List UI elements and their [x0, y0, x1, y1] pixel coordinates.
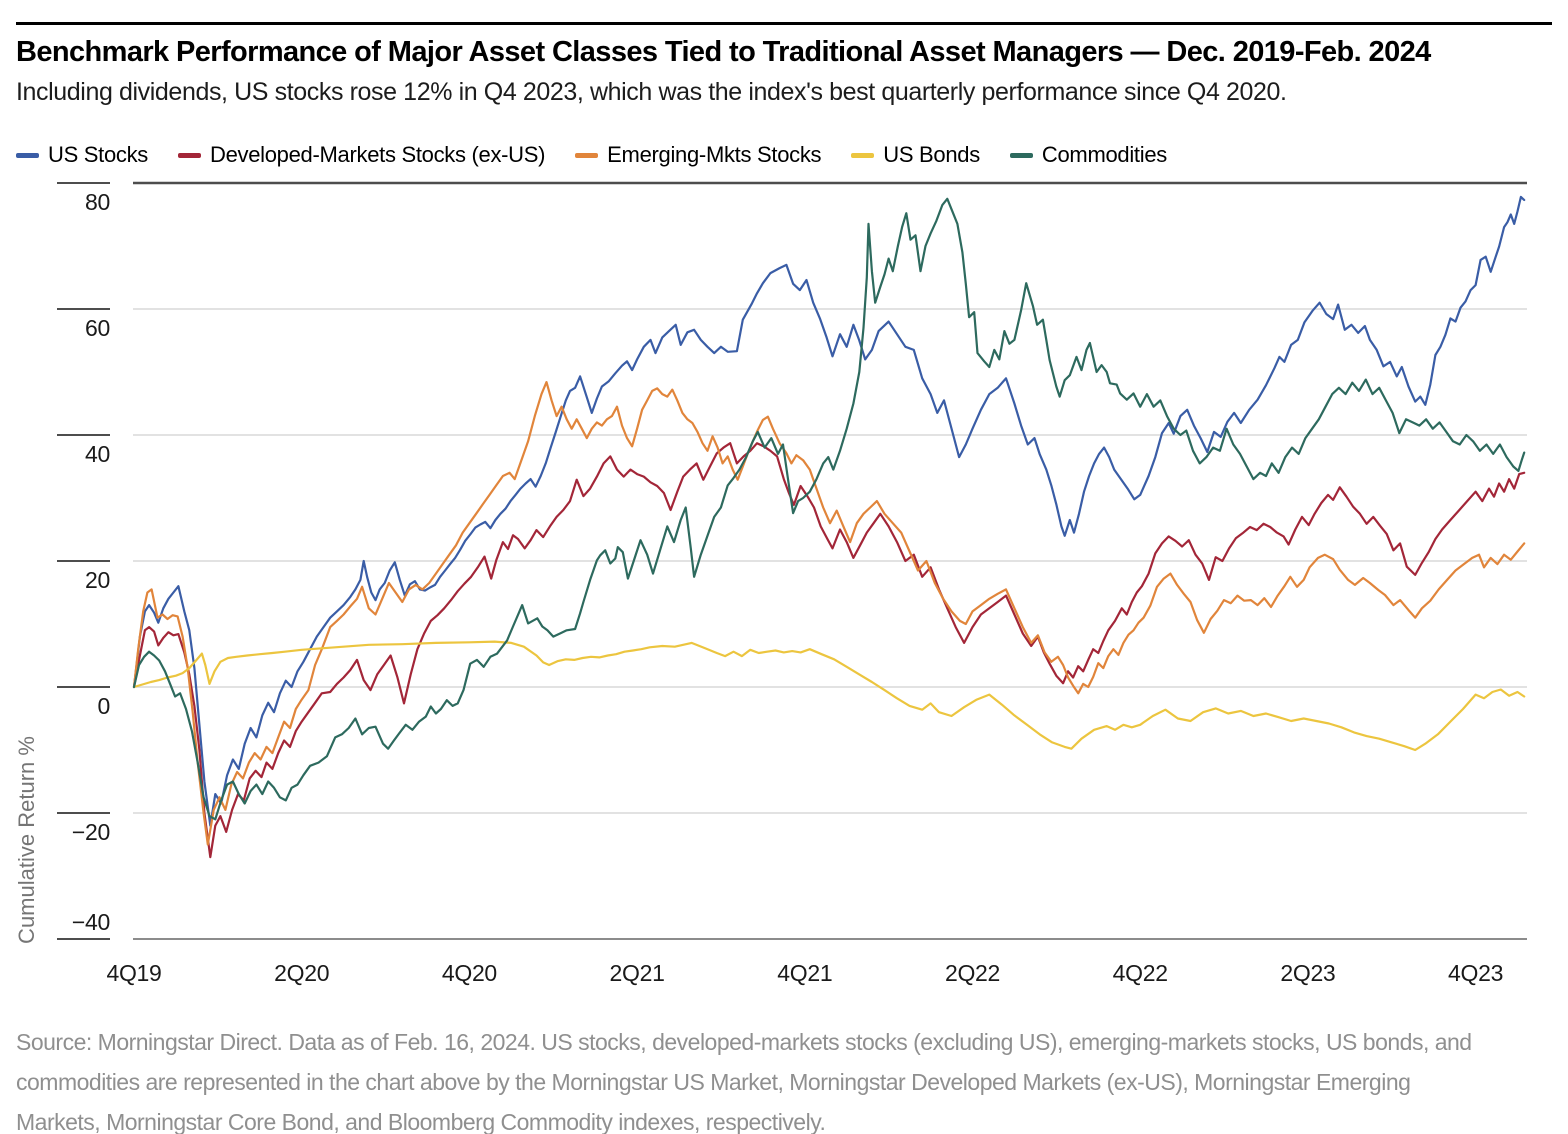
legend-item-commodities: Commodities: [1009, 142, 1167, 168]
x-axis-label: 2Q21: [610, 960, 665, 986]
y-axis-title: Cumulative Return %: [14, 736, 39, 944]
y-axis-label: 0: [98, 693, 111, 719]
x-axis-label: 4Q23: [1448, 960, 1503, 986]
developed-markets-swatch-icon: [178, 152, 201, 158]
page-subtitle: Including dividends, US stocks rose 12% …: [16, 78, 1287, 106]
x-axis-label: 4Q22: [1113, 960, 1168, 986]
chart-legend: US Stocks Developed-Markets Stocks (ex-U…: [16, 142, 1167, 168]
legend-item-us-stocks: US Stocks: [16, 142, 148, 168]
us-bonds-swatch-icon: [851, 152, 875, 158]
emerging-markets-swatch-icon: [575, 152, 599, 158]
top-rule: [16, 22, 1552, 25]
legend-label: US Bonds: [883, 142, 980, 167]
legend-label: US Stocks: [48, 142, 148, 167]
page-title: Benchmark Performance of Major Asset Cla…: [16, 36, 1431, 68]
source-line: Source: Morningstar Direct. Data as of F…: [16, 1029, 1472, 1055]
x-axis-label: 2Q22: [945, 960, 1000, 986]
source-note: Source: Morningstar Direct. Data as of F…: [16, 1022, 1472, 1134]
y-axis-label: 80: [85, 189, 110, 215]
legend-item-emerging-markets: Emerging-Mkts Stocks: [575, 142, 822, 168]
series-commodities: [132, 197, 1526, 821]
series-emerging-mkts-stocks: [132, 381, 1526, 846]
y-axis-label: 20: [85, 567, 110, 593]
legend-item-us-bonds: US Bonds: [851, 142, 980, 168]
x-axis-label: 4Q20: [442, 960, 497, 986]
source-line: commodities are represented in the chart…: [16, 1069, 1411, 1095]
source-line: Markets, Morningstar Core Bond, and Bloo…: [16, 1109, 826, 1134]
series-developed-markets-stocks-ex-us-: [132, 442, 1526, 859]
legend-item-developed-markets: Developed-Markets Stocks (ex-US): [178, 142, 545, 168]
y-axis-label: 40: [85, 441, 110, 467]
y-axis-label: 60: [85, 315, 110, 341]
x-axis-label: 2Q23: [1280, 960, 1335, 986]
series-us-stocks: [132, 195, 1526, 827]
x-axis-label: 2Q20: [274, 960, 329, 986]
y-axis-label: −20: [72, 819, 110, 845]
legend-label: Developed-Markets Stocks (ex-US): [210, 142, 546, 167]
legend-label: Commodities: [1041, 142, 1167, 167]
series-us-bonds: [132, 640, 1526, 752]
us-stocks-swatch-icon: [16, 152, 39, 158]
y-axis-label: −40: [72, 909, 110, 935]
commodities-swatch-icon: [1009, 152, 1033, 158]
legend-label: Emerging-Mkts Stocks: [607, 142, 822, 167]
x-axis-label: 4Q21: [777, 960, 832, 986]
x-axis-label: 4Q19: [106, 960, 161, 986]
